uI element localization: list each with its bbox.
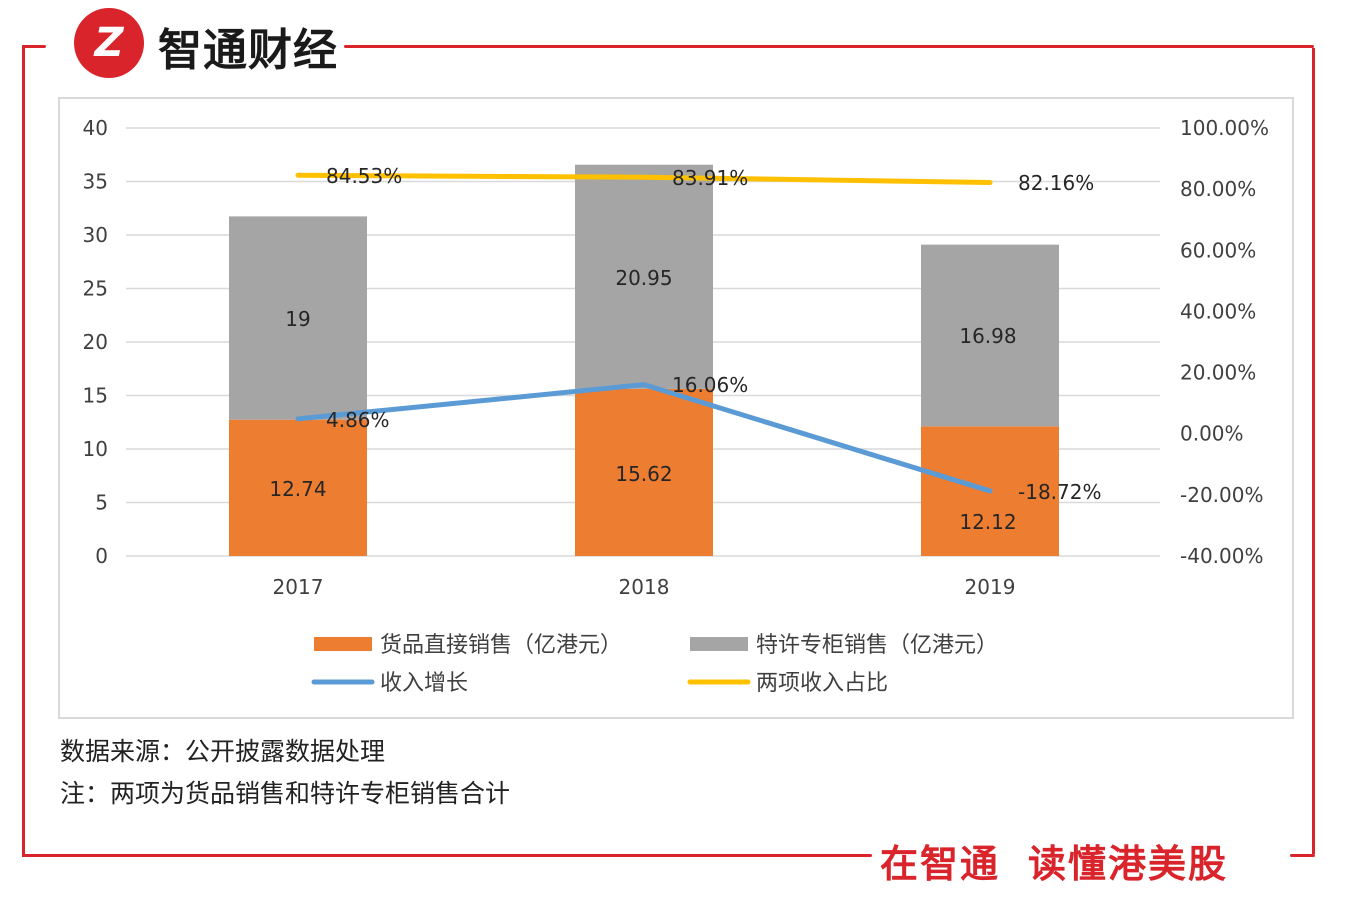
brand-name: 智通财经: [158, 25, 338, 76]
slogan-part-1: 在智通: [880, 842, 1001, 886]
y-right-tick-label: 60.00%: [1180, 238, 1256, 262]
bar-data-label: 12.74: [269, 477, 326, 501]
bar-data-label: 20.95: [615, 266, 672, 290]
chart-container: 12.74 19 15.62 20.95 12.12 16.98 4.86% 16.06% -1…: [58, 97, 1294, 719]
x-tick-label: 2019: [965, 575, 1016, 599]
x-tick-label: 2018: [619, 575, 670, 599]
legend-swatch: [314, 637, 372, 651]
y-left-tick-label: 30: [83, 223, 108, 247]
y-left-tick-label: 5: [95, 491, 108, 515]
source-note: 数据来源：公开披露数据处理: [60, 737, 386, 766]
slogan-part-2: 读懂港美股: [1028, 842, 1229, 886]
bar-segment: [575, 388, 713, 556]
line-data-label: 82.16%: [1018, 171, 1094, 195]
frame-line-left: [22, 45, 25, 857]
y-right-tick-label: 0.00%: [1180, 422, 1244, 446]
series-line: [295, 172, 993, 186]
y-left-tick-label: 10: [83, 437, 108, 461]
data-labels: 12.74 19 15.62 20.95 12.12 16.98 4.86% 16.06% -1…: [269, 164, 1101, 534]
line-data-label: 4.86%: [326, 408, 390, 432]
y-right-tick-label: 100.00%: [1180, 116, 1269, 140]
series-line: [295, 382, 993, 494]
y-right-tick-label: 80.00%: [1180, 177, 1256, 201]
line-data-label: 83.91%: [672, 166, 748, 190]
frame-line-top-left: [22, 45, 46, 48]
legend: 货品直接销售（亿港元） 特许专柜销售（亿港元） 收入增长 两项收入占比: [311, 633, 998, 696]
frame-line-top-right: [344, 45, 1314, 48]
y-left-tick-label: 35: [83, 170, 108, 194]
frame-line-bottom-left: [22, 854, 872, 857]
y-left-tick-label: 0: [95, 544, 108, 568]
y-left-tick-label: 15: [83, 384, 108, 408]
bar-segment: [575, 164, 713, 389]
bar-segment: [229, 216, 367, 420]
series-lines: [295, 172, 993, 494]
bar-segment: [229, 419, 367, 556]
frame-line-bottom-right: [1290, 854, 1315, 857]
y-left-tick-label: 25: [83, 277, 108, 301]
slogan: 在智通 读懂港美股: [880, 833, 1256, 888]
legend-swatch: [690, 637, 748, 651]
y-right-tick-label: 20.00%: [1180, 361, 1256, 385]
legend-label: 货品直接销售（亿港元）: [380, 633, 622, 658]
x-tick-label: 2017: [273, 575, 324, 599]
legend-label: 特许专柜销售（亿港元）: [756, 633, 998, 658]
y-left-tick-label: 40: [83, 116, 108, 140]
bars: [229, 164, 1059, 556]
logo-glyph: Z: [92, 20, 124, 66]
brand-logo-icon: Z: [74, 8, 144, 78]
y-right-tick-label: 40.00%: [1180, 299, 1256, 323]
y-right-tick-label: -40.00%: [1180, 544, 1263, 568]
bar-segment: [921, 244, 1059, 427]
axis-tick-labels: 0 5 10 15 20 25 30 35 40 -40.00% -20.00% 0.00% 20.00…: [83, 116, 1269, 599]
legend-label: 两项收入占比: [756, 671, 888, 696]
combo-chart: 12.74 19 15.62 20.95 12.12 16.98 4.86% 16.06% -1…: [83, 116, 1269, 696]
bar-data-label: 12.12: [959, 510, 1016, 534]
y-left-tick-label: 20: [83, 330, 108, 354]
line-data-label: -18.72%: [1018, 480, 1101, 504]
footnote: 注：两项为货品销售和特许专柜销售合计: [60, 779, 511, 808]
line-data-label: 16.06%: [672, 373, 748, 397]
bar-data-label: 16.98: [959, 324, 1016, 348]
frame-line-right: [1312, 48, 1315, 854]
bar-data-label: 19: [285, 307, 310, 331]
line-data-label: 84.53%: [326, 164, 402, 188]
bar-data-label: 15.62: [615, 462, 672, 486]
legend-label: 收入增长: [380, 671, 468, 696]
y-right-tick-label: -20.00%: [1180, 483, 1263, 507]
